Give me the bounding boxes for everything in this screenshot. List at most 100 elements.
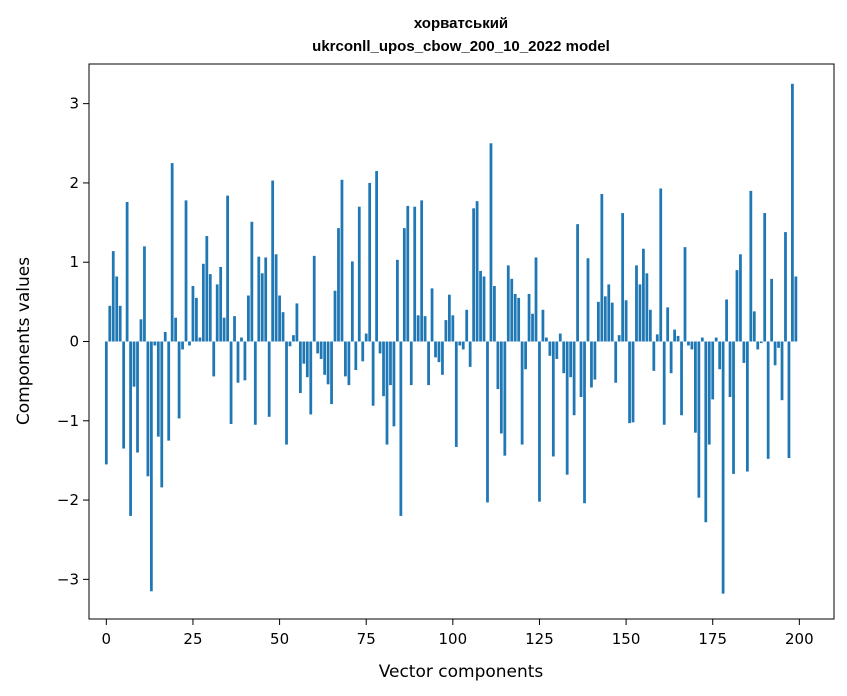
bar-109 bbox=[482, 276, 486, 342]
bar-29 bbox=[205, 236, 209, 342]
bar-156 bbox=[645, 273, 649, 342]
bar-23 bbox=[184, 200, 188, 342]
x-axis-label: Vector components bbox=[379, 662, 544, 682]
bar-40 bbox=[243, 341, 247, 381]
bar-78 bbox=[375, 171, 378, 342]
bar-130 bbox=[555, 341, 559, 359]
bar-172 bbox=[700, 337, 704, 342]
x-tick-label: 125 bbox=[525, 630, 554, 648]
bar-111 bbox=[489, 143, 493, 342]
bar-98 bbox=[444, 320, 448, 342]
bar-196 bbox=[784, 232, 787, 342]
bar-198 bbox=[791, 83, 794, 342]
bar-143 bbox=[600, 194, 604, 342]
bar-62 bbox=[319, 341, 323, 359]
bar-11 bbox=[143, 246, 146, 342]
bar-66 bbox=[333, 290, 337, 342]
bar-38 bbox=[236, 341, 240, 383]
bar-176 bbox=[714, 337, 718, 342]
bar-34 bbox=[222, 317, 226, 342]
x-tick-label: 100 bbox=[439, 630, 468, 648]
x-tick-label: 0 bbox=[102, 630, 112, 648]
bar-138 bbox=[583, 341, 586, 504]
bar-163 bbox=[669, 341, 673, 374]
bar-9 bbox=[136, 341, 139, 453]
bar-50 bbox=[278, 295, 281, 342]
bar-136 bbox=[576, 224, 579, 342]
bar-54 bbox=[292, 335, 295, 342]
bar-139 bbox=[586, 258, 590, 342]
bar-199 bbox=[794, 276, 798, 342]
bar-68 bbox=[340, 179, 344, 342]
bar-52 bbox=[285, 341, 288, 445]
bar-158 bbox=[652, 341, 656, 371]
bar-173 bbox=[704, 341, 708, 523]
bar-127 bbox=[545, 337, 548, 342]
x-tick-label: 25 bbox=[183, 630, 202, 648]
bar-184 bbox=[742, 341, 746, 363]
bar-123 bbox=[531, 313, 534, 342]
bar-89 bbox=[413, 206, 417, 342]
bar-77 bbox=[371, 341, 375, 406]
x-tick-label: 200 bbox=[785, 630, 814, 648]
bar-47 bbox=[267, 341, 271, 417]
bar-131 bbox=[558, 333, 562, 342]
bar-71 bbox=[350, 261, 354, 342]
bar-70 bbox=[347, 341, 351, 386]
bar-169 bbox=[690, 341, 694, 350]
bar-180 bbox=[728, 341, 732, 397]
bar-53 bbox=[288, 341, 292, 347]
bar-43 bbox=[253, 341, 257, 425]
bar-37 bbox=[233, 316, 236, 342]
bar-60 bbox=[312, 255, 316, 342]
bar-21 bbox=[177, 341, 181, 419]
bar-2 bbox=[111, 251, 115, 342]
bar-6 bbox=[125, 201, 129, 342]
bar-17 bbox=[163, 331, 167, 342]
bar-113 bbox=[496, 341, 500, 390]
bar-42 bbox=[250, 221, 254, 342]
bar-32 bbox=[215, 284, 219, 342]
bar-133 bbox=[565, 341, 569, 475]
bar-58 bbox=[305, 341, 309, 378]
bar-153 bbox=[635, 265, 638, 342]
bar-146 bbox=[610, 302, 614, 342]
bar-5 bbox=[122, 341, 126, 449]
bar-31 bbox=[212, 341, 216, 377]
bar-116 bbox=[506, 265, 510, 342]
bar-166 bbox=[680, 341, 683, 416]
bar-51 bbox=[281, 312, 285, 342]
bar-33 bbox=[219, 266, 223, 342]
bar-188 bbox=[756, 341, 760, 350]
y-axis-label: Components values bbox=[14, 257, 34, 425]
bar-22 bbox=[181, 341, 184, 350]
bar-35 bbox=[226, 195, 229, 342]
bar-0 bbox=[104, 341, 108, 465]
y-tick-label: 1 bbox=[69, 253, 79, 271]
bar-59 bbox=[309, 341, 313, 415]
y-tick-label: 3 bbox=[69, 95, 79, 113]
bar-55 bbox=[295, 303, 299, 342]
bar-4 bbox=[118, 305, 122, 342]
bar-7 bbox=[129, 341, 132, 516]
bar-45 bbox=[260, 273, 264, 342]
bar-8 bbox=[132, 341, 136, 387]
bar-76 bbox=[368, 182, 372, 342]
bar-193 bbox=[773, 341, 777, 366]
bar-171 bbox=[697, 341, 701, 498]
y-tick-label: 2 bbox=[69, 174, 79, 192]
bar-49 bbox=[274, 254, 278, 342]
bar-99 bbox=[447, 294, 451, 342]
bar-3 bbox=[115, 276, 119, 342]
bar-87 bbox=[406, 205, 410, 342]
bar-183 bbox=[739, 254, 742, 342]
bar-175 bbox=[711, 341, 715, 400]
bar-25 bbox=[191, 286, 195, 342]
bar-16 bbox=[160, 341, 164, 488]
bar-26 bbox=[195, 297, 198, 342]
x-axis-ticks: 0 25 50 75 100 125 150 175 200 bbox=[102, 619, 814, 648]
bar-117 bbox=[510, 278, 514, 342]
bar-30 bbox=[208, 274, 212, 342]
bar-195 bbox=[780, 341, 784, 401]
